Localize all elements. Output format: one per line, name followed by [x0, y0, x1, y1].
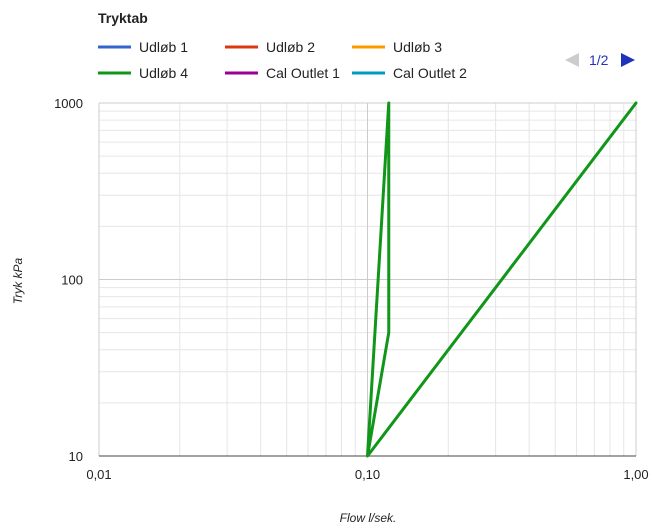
- x-axis-title: Flow l/sek.: [340, 511, 397, 525]
- legend-item[interactable]: Cal Outlet 2: [352, 65, 467, 81]
- legend-label: Udløb 1: [139, 39, 188, 55]
- legend-label: Udløb 2: [266, 39, 315, 55]
- x-tick-label: 0,10: [355, 467, 380, 482]
- legend[interactable]: Udløb 1 Udløb 2 Udløb 3 Udløb 4 Cal Outlet 1…: [98, 39, 467, 81]
- legend-label: Udløb 3: [393, 39, 442, 55]
- legend-label: Udløb 4: [139, 65, 188, 81]
- legend-item[interactable]: Udløb 2: [225, 39, 315, 55]
- x-tick-label: 1,00: [623, 467, 648, 482]
- series-line[interactable]: [366, 101, 638, 458]
- series-layer: [366, 101, 638, 458]
- legend-item[interactable]: Udløb 4: [98, 65, 188, 81]
- grid: [98, 102, 637, 457]
- y-tick-label: 100: [61, 273, 83, 288]
- legend-label: Cal Outlet 2: [393, 65, 467, 81]
- x-tick-label: 0,01: [86, 467, 111, 482]
- y-tick-label: 1000: [54, 96, 83, 111]
- y-axis-title: Tryk kPa: [11, 257, 25, 304]
- legend-label: Cal Outlet 1: [266, 65, 340, 81]
- legend-item[interactable]: Udløb 1: [98, 39, 188, 55]
- y-tick-label: 10: [69, 449, 83, 464]
- legend-page-indicator: 1/2: [589, 52, 609, 68]
- legend-next-icon[interactable]: [621, 53, 635, 67]
- legend-item[interactable]: Udløb 3: [352, 39, 442, 55]
- tick-labels: 0,01 0,10 1,00 10 100 1000: [54, 96, 649, 482]
- legend-item[interactable]: Cal Outlet 1: [225, 65, 340, 81]
- legend-prev-icon[interactable]: [565, 53, 579, 67]
- legend-pager: 1/2: [565, 52, 635, 68]
- chart-title: Tryktab: [98, 10, 148, 26]
